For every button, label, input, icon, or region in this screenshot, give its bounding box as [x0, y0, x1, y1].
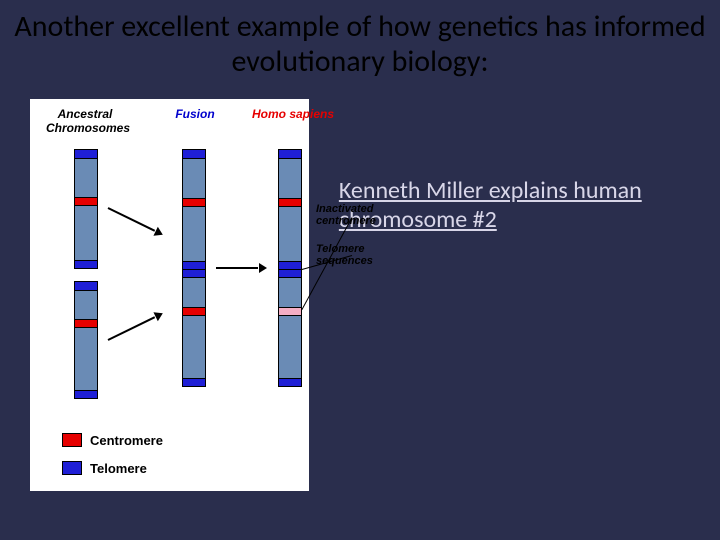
chromosome-band	[183, 261, 205, 269]
chromosome-diagram: Ancestral ChromosomesFusionHomo sapiensI…	[30, 99, 309, 491]
column-header: Homo sapiens	[248, 107, 338, 121]
chromosome-band	[75, 282, 97, 290]
chromosome-band	[183, 378, 205, 386]
chromosome-band	[183, 158, 205, 198]
chromosome-band	[75, 260, 97, 268]
chromosome-band	[183, 206, 205, 262]
chromosome-band	[279, 315, 301, 378]
chromosome-band	[75, 205, 97, 260]
chromosome-band	[279, 158, 301, 198]
chromosome-band	[75, 158, 97, 197]
chromosome-band	[183, 150, 205, 158]
arrow	[108, 313, 163, 341]
column-header: Ancestral Chromosomes	[46, 107, 124, 135]
legend-swatch	[62, 433, 82, 447]
chromosome-band	[279, 269, 301, 277]
chromosome-band	[75, 319, 97, 327]
chromosome	[74, 149, 98, 269]
column-header: Fusion	[170, 107, 220, 121]
chromosome-band	[183, 277, 205, 307]
video-link[interactable]: Kenneth Miller explains human chromosome…	[339, 177, 700, 235]
slide-title: Another excellent example of how genetic…	[0, 0, 720, 83]
chromosome-band	[75, 390, 97, 398]
chromosome	[278, 149, 302, 387]
legend-label: Centromere	[90, 433, 163, 448]
arrow	[216, 267, 266, 269]
arrow	[108, 207, 163, 235]
chromosome-band	[279, 378, 301, 386]
chromosome-band	[279, 198, 301, 206]
legend-swatch	[62, 461, 82, 475]
chromosome-band	[75, 197, 97, 205]
chromosome-band	[279, 150, 301, 158]
chromosome-band	[279, 277, 301, 307]
annotation-label: Inactivated centromere	[316, 203, 376, 227]
chromosome-band	[183, 307, 205, 315]
chromosome-band	[75, 150, 97, 158]
chromosome-band	[279, 206, 301, 262]
chromosome-band	[279, 307, 301, 315]
annotation-label: Telomere sequences	[316, 243, 373, 267]
chromosome	[182, 149, 206, 387]
chromosome-band	[279, 261, 301, 269]
legend-label: Telomere	[90, 461, 147, 476]
chromosome-band	[75, 290, 97, 319]
chromosome-band	[183, 315, 205, 378]
chromosome-band	[183, 269, 205, 277]
content-row: Ancestral Chromosomes Fusion Homo sapiens I…	[0, 83, 720, 491]
chromosome	[74, 281, 98, 399]
chromosome-band	[75, 327, 97, 390]
chromosome-band	[183, 198, 205, 206]
